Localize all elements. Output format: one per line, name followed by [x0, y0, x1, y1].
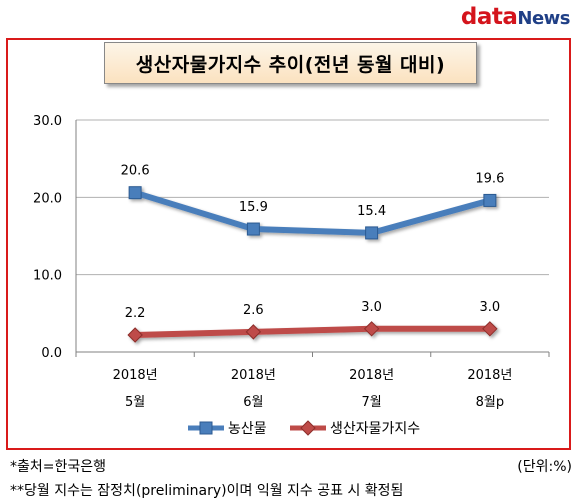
- legend-label-0: 농산물: [228, 421, 267, 437]
- legend-marker-1: [300, 420, 316, 436]
- x-tick-label-month: 7월: [362, 395, 382, 410]
- x-tick-label-month: 8월p: [476, 395, 504, 410]
- x-tick-label-year: 2018년: [349, 368, 394, 383]
- data-point-0: [365, 226, 379, 240]
- chart-title: 생산자물가지수 추이(전년 동월 대비): [104, 42, 477, 84]
- legend: 농산물 생산자물가지수: [188, 420, 420, 437]
- data-label: 2.6: [243, 303, 264, 318]
- preliminary-note: **당월 지수는 잠정치(preliminary)이며 익월 지수 공표 시 확…: [10, 483, 404, 499]
- x-tick-label-year: 2018년: [467, 368, 512, 383]
- x-tick-label-year: 2018년: [231, 368, 276, 383]
- y-tick-labels: 0.0 10.0 20.0 30.0: [33, 114, 62, 361]
- unit-note: (단위:%): [517, 459, 572, 475]
- data-labels: 20.6 15.9 15.4 19.6 2.2 2.6 3.0 3.0: [121, 164, 505, 321]
- data-label: 3.0: [361, 300, 382, 315]
- data-point-0: [128, 186, 142, 200]
- y-tick-label: 20.0: [33, 191, 62, 206]
- series-line-0: [132, 189, 493, 236]
- x-tick-label-month: 6월: [243, 395, 263, 410]
- series-line-1: [132, 325, 493, 338]
- data-label: 15.9: [239, 200, 268, 215]
- source-note: *출처=한국은행: [10, 459, 107, 475]
- data-point-0: [483, 193, 497, 207]
- data-point-0: [246, 222, 260, 236]
- data-point-1: [363, 321, 380, 337]
- data-point-1: [482, 321, 498, 337]
- data-label: 15.4: [357, 204, 386, 219]
- chart-frame: [6, 38, 571, 450]
- data-label: 3.0: [480, 300, 501, 315]
- x-tick-label-month: 5월: [125, 395, 145, 410]
- data-point-1: [245, 324, 262, 340]
- axes: [75, 120, 550, 357]
- y-tick-label: 30.0: [33, 114, 62, 129]
- datanews-logo: dataNews: [460, 4, 571, 30]
- x-tick-labels: 2018년 5월 2018년 6월 2018년 7월 2018년 8월p: [113, 368, 513, 410]
- legend-marker-0: [199, 421, 213, 435]
- x-tick-label-year: 2018년: [113, 368, 158, 383]
- data-label: 2.2: [125, 306, 146, 321]
- y-tick-label: 0.0: [41, 346, 62, 361]
- data-point-1: [127, 327, 143, 343]
- data-label: 20.6: [121, 164, 150, 179]
- series-group: [127, 186, 498, 343]
- y-tick-label: 10.0: [33, 269, 62, 284]
- data-label: 19.6: [475, 171, 504, 186]
- legend-label-1: 생산자물가지수: [330, 421, 420, 437]
